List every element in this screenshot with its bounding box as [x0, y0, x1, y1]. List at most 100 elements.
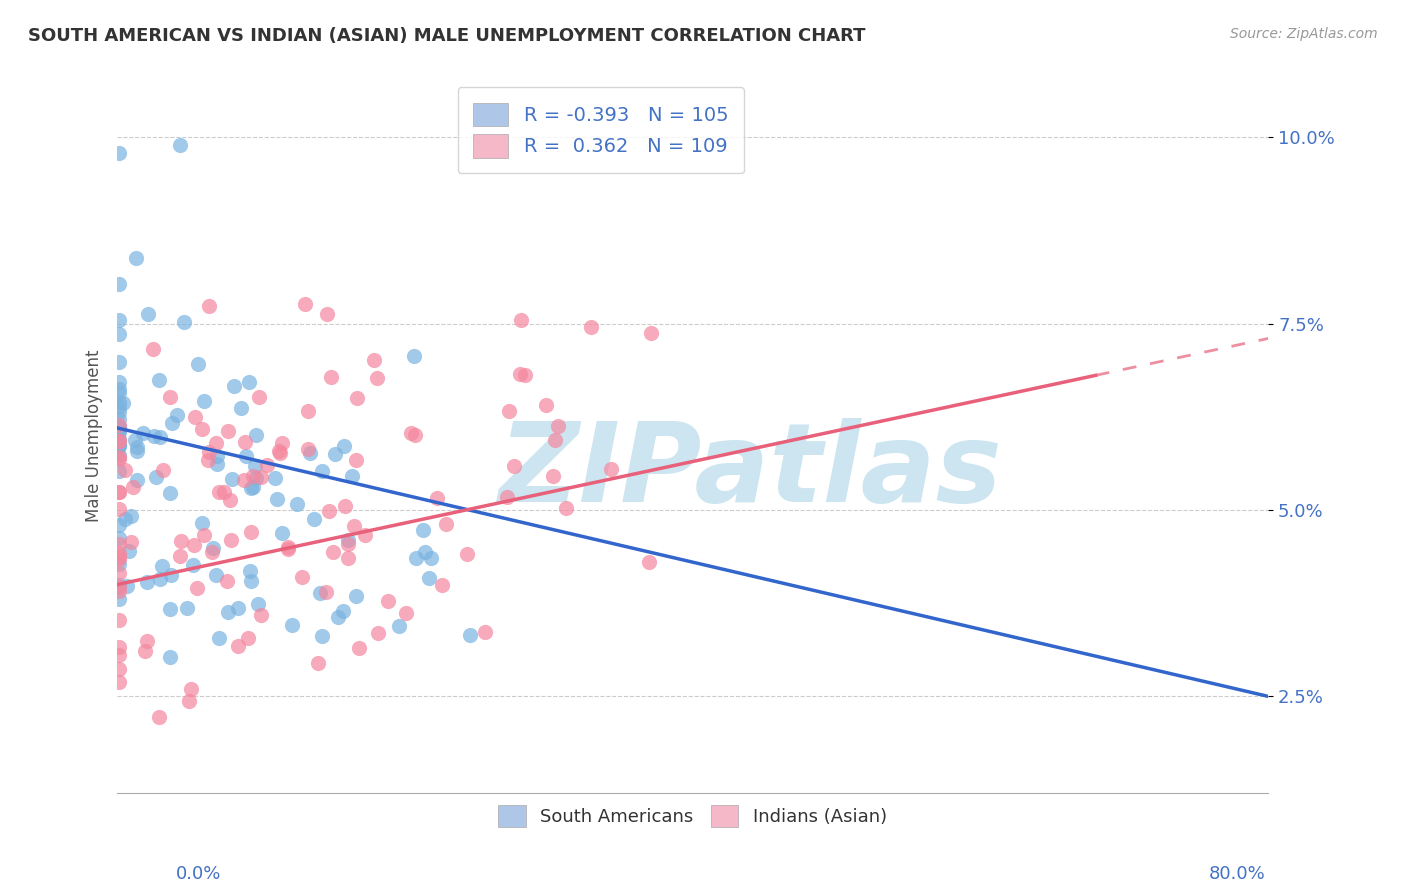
- Point: [114, 463, 136, 477]
- Point: [184, 409, 207, 424]
- Point: [366, 371, 388, 385]
- Point: [159, 391, 181, 405]
- Point: [124, 433, 146, 447]
- Y-axis label: Male Unemployment: Male Unemployment: [86, 349, 103, 522]
- Point: [555, 501, 578, 516]
- Point: [240, 574, 263, 588]
- Point: [107, 450, 129, 464]
- Point: [245, 471, 267, 485]
- Point: [600, 462, 623, 476]
- Point: [222, 379, 245, 393]
- Point: [311, 629, 333, 643]
- Point: [198, 445, 221, 459]
- Point: [186, 581, 208, 595]
- Point: [405, 550, 427, 565]
- Point: [181, 558, 204, 572]
- Point: [107, 411, 129, 425]
- Point: [107, 578, 129, 592]
- Point: [107, 640, 129, 654]
- Text: SOUTH AMERICAN VS INDIAN (ASIAN) MALE UNEMPLOYMENT CORRELATION CHART: SOUTH AMERICAN VS INDIAN (ASIAN) MALE UN…: [28, 27, 866, 45]
- Point: [353, 528, 375, 542]
- Point: [264, 471, 287, 485]
- Point: [125, 474, 148, 488]
- Point: [297, 442, 319, 457]
- Point: [107, 401, 129, 415]
- Point: [107, 484, 129, 499]
- Point: [107, 648, 129, 662]
- Point: [135, 634, 157, 648]
- Point: [118, 543, 141, 558]
- Point: [547, 419, 569, 434]
- Point: [502, 459, 524, 474]
- Point: [107, 425, 129, 439]
- Point: [152, 463, 174, 477]
- Point: [302, 512, 325, 526]
- Point: [474, 625, 496, 640]
- Point: [214, 484, 236, 499]
- Point: [226, 639, 249, 653]
- Point: [169, 138, 191, 153]
- Point: [509, 312, 531, 326]
- Point: [541, 468, 564, 483]
- Point: [496, 490, 519, 504]
- Point: [347, 641, 370, 656]
- Point: [205, 436, 228, 450]
- Point: [190, 516, 212, 531]
- Point: [120, 535, 142, 549]
- Point: [342, 519, 364, 533]
- Point: [107, 613, 129, 627]
- Point: [240, 525, 263, 540]
- Point: [107, 566, 129, 580]
- Point: [166, 408, 188, 422]
- Point: [344, 589, 367, 603]
- Point: [107, 531, 129, 545]
- Point: [107, 277, 129, 291]
- Point: [270, 525, 292, 540]
- Point: [271, 435, 294, 450]
- Point: [426, 491, 449, 506]
- Point: [236, 631, 259, 645]
- Point: [107, 405, 129, 419]
- Point: [228, 601, 250, 615]
- Point: [107, 675, 129, 690]
- Point: [294, 297, 316, 311]
- Point: [238, 375, 260, 389]
- Point: [405, 427, 427, 442]
- Point: [107, 432, 129, 446]
- Point: [107, 438, 129, 452]
- Point: [114, 512, 136, 526]
- Point: [243, 459, 266, 474]
- Text: 0.0%: 0.0%: [176, 865, 221, 883]
- Point: [207, 458, 229, 472]
- Point: [399, 425, 422, 440]
- Point: [316, 307, 339, 321]
- Point: [336, 533, 359, 548]
- Point: [107, 382, 129, 396]
- Point: [291, 569, 314, 583]
- Point: [298, 446, 321, 460]
- Point: [285, 497, 308, 511]
- Point: [332, 604, 354, 618]
- Text: Source: ZipAtlas.com: Source: ZipAtlas.com: [1230, 27, 1378, 41]
- Point: [217, 424, 239, 438]
- Point: [107, 581, 129, 595]
- Point: [107, 417, 129, 432]
- Point: [107, 421, 129, 435]
- Point: [107, 552, 129, 566]
- Point: [217, 605, 239, 619]
- Point: [107, 550, 129, 565]
- Point: [183, 538, 205, 552]
- Point: [107, 385, 129, 400]
- Point: [205, 567, 228, 582]
- Point: [149, 572, 172, 586]
- Point: [107, 394, 129, 409]
- Point: [159, 602, 181, 616]
- Point: [107, 451, 129, 466]
- Point: [404, 349, 426, 363]
- Point: [145, 470, 167, 484]
- Point: [235, 450, 257, 464]
- Point: [107, 420, 129, 434]
- Point: [432, 578, 454, 592]
- Point: [363, 352, 385, 367]
- Point: [321, 370, 343, 384]
